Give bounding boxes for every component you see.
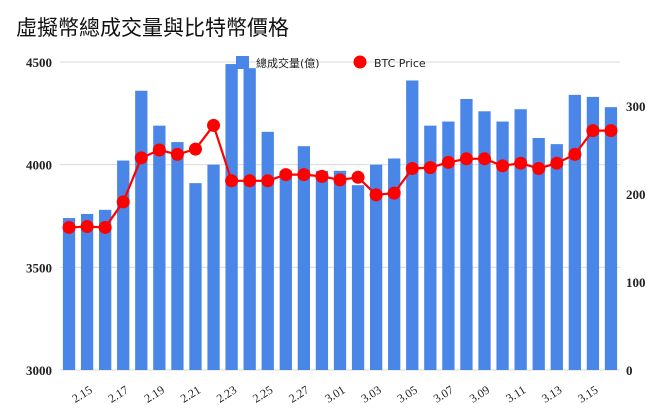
y-left-tick-label: 3000 xyxy=(26,363,52,378)
volume-bar xyxy=(568,94,581,370)
x-tick-label: 2.27 xyxy=(286,383,311,406)
y-right-tick-label: 0 xyxy=(626,363,633,378)
volume-bar xyxy=(153,125,166,370)
legend-swatch-volume xyxy=(236,56,249,69)
btc-price-point xyxy=(550,156,564,170)
btc-price-point xyxy=(423,161,437,175)
x-tick-label: 3.15 xyxy=(575,383,600,406)
btc-price-point xyxy=(514,156,528,170)
btc-price-point xyxy=(170,147,184,161)
volume-bar xyxy=(279,170,292,370)
volume-bar xyxy=(604,107,618,370)
btc-price-point xyxy=(315,169,329,183)
volume-bar xyxy=(171,142,184,370)
btc-price-point xyxy=(586,124,600,138)
volume-bar xyxy=(388,158,401,370)
volume-bar xyxy=(460,98,473,371)
btc-price-point xyxy=(351,170,365,184)
btc-price-point xyxy=(532,161,546,175)
btc-price-point xyxy=(459,152,473,166)
volume-bar xyxy=(496,121,509,371)
btc-price-point xyxy=(98,220,112,234)
x-tick-label: 2.17 xyxy=(106,383,131,406)
volume-bar xyxy=(99,209,112,370)
x-tick-label: 2.19 xyxy=(142,383,167,406)
y-right-tick-label: 200 xyxy=(626,187,646,202)
x-tick-label: 3.01 xyxy=(322,383,347,406)
volume-bar xyxy=(80,213,94,370)
y-right-tick-label: 300 xyxy=(626,99,646,114)
x-tick-label: 2.23 xyxy=(214,383,239,406)
btc-price-point xyxy=(297,168,311,182)
y-left-tick-label: 3500 xyxy=(26,260,52,275)
volume-bar xyxy=(478,111,491,370)
btc-price-line xyxy=(62,118,618,234)
volume-bars xyxy=(62,64,618,371)
volume-bar xyxy=(406,80,419,370)
btc-price-point xyxy=(279,168,293,182)
x-tick-label: 3.11 xyxy=(503,383,528,406)
legend-label-btc-price: BTC Price xyxy=(374,57,426,70)
btc-price-point xyxy=(405,161,419,175)
btc-price-point xyxy=(62,220,76,234)
volume-bar xyxy=(351,185,365,370)
volume-bar xyxy=(333,170,347,370)
btc-price-point xyxy=(80,220,94,234)
x-tick-label: 3.13 xyxy=(539,383,564,406)
legend-label-volume: 總成交量(億) xyxy=(256,56,320,70)
btc-price-point xyxy=(369,188,383,202)
y-right-tick-label: 100 xyxy=(626,275,646,290)
volume-bar xyxy=(207,164,220,370)
volume-bar xyxy=(315,170,329,370)
y-left-tick-label: 4000 xyxy=(26,158,52,173)
btc-price-point xyxy=(333,173,347,187)
volume-bar xyxy=(514,109,527,370)
volume-bar xyxy=(261,131,274,370)
y-left-tick-label: 4500 xyxy=(26,55,52,70)
btc-price-point xyxy=(243,174,257,188)
btc-price-point xyxy=(441,155,455,169)
x-tick-label: 3.07 xyxy=(431,383,456,406)
btc-price-point xyxy=(568,147,582,161)
volume-bar xyxy=(586,96,600,370)
legend: 總成交量(億) BTC Price xyxy=(236,55,426,70)
btc-price-point xyxy=(261,174,275,188)
btc-price-point xyxy=(387,186,401,200)
x-tick-label: 2.25 xyxy=(250,383,275,406)
btc-price-point xyxy=(207,118,221,132)
volume-bar xyxy=(532,137,545,370)
btc-price-point xyxy=(116,195,130,209)
volume-bar xyxy=(424,125,437,370)
volume-bar xyxy=(189,183,202,370)
x-tick-label: 3.09 xyxy=(467,383,492,406)
volume-bar xyxy=(62,218,76,370)
volume-bar xyxy=(225,64,238,370)
chart-title: 虛擬幣總成交量與比特幣價格 xyxy=(16,16,289,40)
btc-price-point xyxy=(225,174,239,188)
btc-price-point xyxy=(152,143,166,157)
btc-price-point xyxy=(134,151,148,165)
volume-bar xyxy=(117,160,130,370)
x-tick-label: 2.15 xyxy=(69,383,94,406)
volume-bar xyxy=(135,90,148,370)
x-tick-label: 2.21 xyxy=(178,383,203,406)
legend-swatch-btc-price xyxy=(353,55,367,69)
volume-bar xyxy=(243,68,256,370)
btc-price-point xyxy=(604,124,618,138)
x-tick-label: 3.05 xyxy=(395,383,420,406)
btc-price-point xyxy=(188,142,202,156)
x-tick-label: 3.03 xyxy=(358,383,383,406)
volume-bar xyxy=(550,144,563,370)
volume-bar xyxy=(369,164,383,370)
volume-bar xyxy=(297,146,311,370)
btc-price-point xyxy=(478,152,492,166)
volume-bar xyxy=(442,121,455,371)
btc-price-point xyxy=(496,159,510,173)
